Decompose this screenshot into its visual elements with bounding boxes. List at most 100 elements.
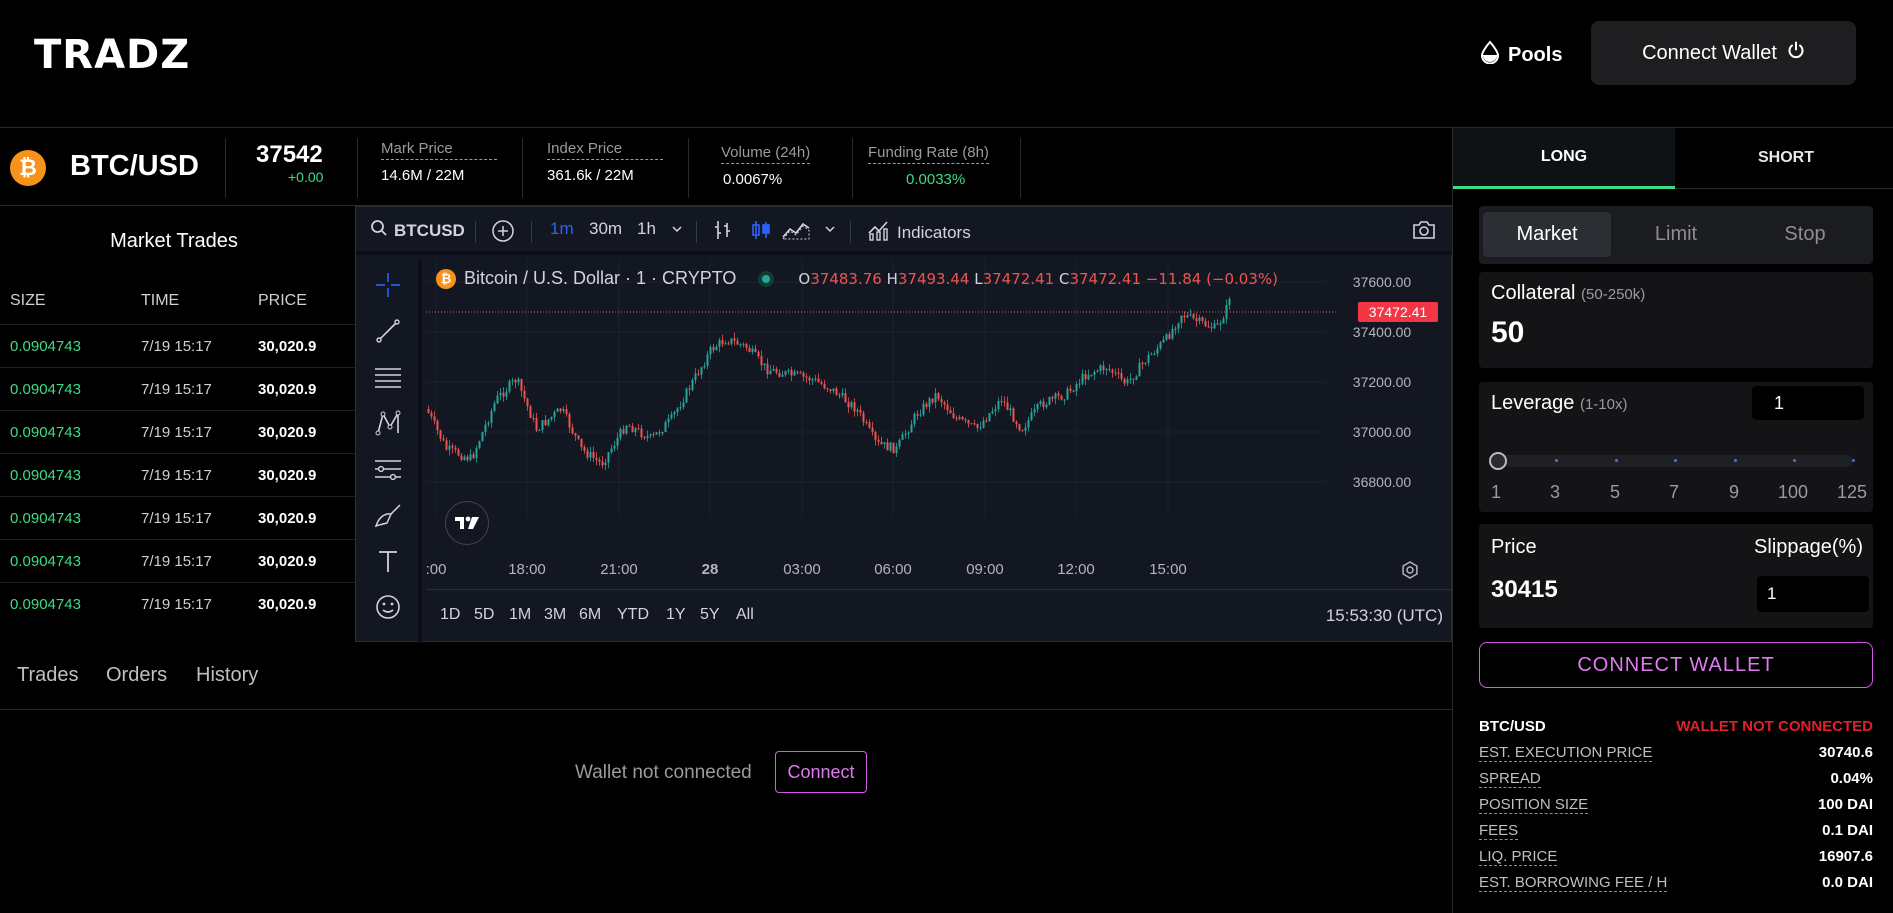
symbol-search[interactable]: BTCUSD xyxy=(370,219,465,242)
order-type-market[interactable]: Market xyxy=(1483,212,1611,257)
candle-body xyxy=(913,413,916,425)
range-5y[interactable]: 5Y xyxy=(700,606,720,623)
candle-body xyxy=(544,420,547,426)
order-type-stop[interactable]: Stop xyxy=(1784,223,1826,245)
tab-short[interactable]: SHORT xyxy=(1675,128,1893,189)
range-3m[interactable]: 3M xyxy=(544,606,567,623)
brand-logo[interactable]: TRADZ xyxy=(34,32,191,78)
info-value: 0.04% xyxy=(1830,770,1873,787)
leverage-slider-track[interactable] xyxy=(1489,455,1853,467)
tab-orders[interactable]: Orders xyxy=(106,664,168,686)
candle-body xyxy=(436,420,439,431)
trade-time: 7/19 15:17 xyxy=(141,467,212,484)
pools-link[interactable]: Pools xyxy=(1480,40,1562,70)
order-type-selector: Market Limit Stop xyxy=(1479,206,1873,264)
candle-body xyxy=(628,425,631,427)
tab-trades[interactable]: Trades xyxy=(17,664,79,686)
chart-clock[interactable]: 15:53:30 (UTC) xyxy=(1325,606,1443,625)
trade-row: 0.0904743 7/19 15:17 30,020.9 xyxy=(0,324,355,367)
candles-chart-type-icon[interactable] xyxy=(750,219,772,241)
price-label: Price xyxy=(1491,536,1537,558)
candle-body xyxy=(1225,305,1228,319)
range-6m[interactable]: 6M xyxy=(579,606,602,623)
leverage-tick xyxy=(1674,459,1677,462)
info-key: EST. EXECUTION PRICE xyxy=(1479,744,1653,762)
range-1d[interactable]: 1D xyxy=(440,606,461,623)
candle-body xyxy=(1033,409,1036,413)
candle-body xyxy=(619,429,622,438)
candle-body xyxy=(976,423,979,428)
interval-1h[interactable]: 1h xyxy=(637,219,656,238)
connect-wallet-submit-button[interactable]: CONNECT WALLET xyxy=(1479,642,1873,688)
trend-line-icon[interactable] xyxy=(372,315,404,347)
power-icon xyxy=(1787,41,1805,65)
trade-size: 0.0904743 xyxy=(10,467,81,484)
candle-body xyxy=(550,416,553,420)
compare-button[interactable] xyxy=(491,219,515,248)
candle-body xyxy=(817,378,820,383)
leverage-mark: 9 xyxy=(1729,482,1740,502)
range-ytd[interactable]: YTD xyxy=(617,606,649,623)
order-type-limit[interactable]: Limit xyxy=(1654,223,1698,245)
interval-30m[interactable]: 30m xyxy=(589,219,623,238)
candle-body xyxy=(847,402,850,408)
candle-body xyxy=(1030,412,1033,420)
range-1m[interactable]: 1M xyxy=(509,606,532,623)
slippage-label: Slippage(%) xyxy=(1754,536,1863,558)
connect-wallet-button[interactable]: Connect Wallet xyxy=(1591,21,1856,85)
candle-body xyxy=(1186,315,1189,318)
range-all[interactable]: All xyxy=(736,606,754,623)
brush-icon[interactable] xyxy=(372,499,404,531)
crosshair-icon[interactable] xyxy=(372,269,404,301)
connect-button[interactable]: Connect xyxy=(775,751,867,793)
candle-body xyxy=(553,411,556,417)
candle-body xyxy=(1129,378,1132,380)
collateral-input[interactable]: 50 xyxy=(1491,316,1525,349)
candle-body xyxy=(874,432,877,440)
text-tool-icon[interactable] xyxy=(372,545,404,577)
candle-body xyxy=(1135,376,1138,380)
candle-body xyxy=(1090,374,1093,376)
settings-gear-icon[interactable] xyxy=(1400,560,1420,585)
camera-icon[interactable] xyxy=(1411,219,1437,241)
candle-body xyxy=(928,398,931,407)
candle-body xyxy=(1063,399,1066,401)
forecast-tool-icon[interactable] xyxy=(372,453,404,485)
tab-history[interactable]: History xyxy=(196,664,259,686)
candle-body xyxy=(970,423,973,425)
pools-label: Pools xyxy=(1508,43,1563,66)
price-chart[interactable]: BTCUSD 1m 30m 1h xyxy=(355,206,1453,643)
emoji-icon[interactable] xyxy=(372,591,404,623)
collateral-range: (50-250k) xyxy=(1581,286,1646,303)
tradingview-logo-icon[interactable] xyxy=(445,501,489,545)
tab-long[interactable]: LONG xyxy=(1453,128,1675,189)
candle-body xyxy=(577,435,580,439)
candle-body xyxy=(493,403,496,411)
candle-body xyxy=(1117,372,1120,374)
horizontal-lines-icon[interactable] xyxy=(372,361,404,393)
candle-body xyxy=(715,346,718,351)
interval-1m[interactable]: 1m xyxy=(550,219,574,238)
slippage-input[interactable] xyxy=(1757,576,1869,612)
leverage-input[interactable] xyxy=(1752,386,1864,420)
range-1y[interactable]: 1Y xyxy=(666,606,686,623)
candle-body xyxy=(559,408,562,412)
bar-chart-type-icon[interactable] xyxy=(712,219,734,241)
ohlc-h-label: H xyxy=(886,269,898,288)
candle-body xyxy=(661,432,664,434)
chart-plot-area[interactable]: 37600.00 37400.00 37200.00 37000.00 36800.00… xyxy=(426,259,1451,585)
chevron-down-icon[interactable] xyxy=(824,223,836,235)
bitcoin-icon: ₿ xyxy=(436,268,456,289)
indicators-button[interactable]: Indicators xyxy=(867,219,971,246)
candle-body xyxy=(808,377,811,381)
leverage-slider-handle[interactable] xyxy=(1489,452,1507,470)
candle-body xyxy=(1039,401,1042,405)
range-5d[interactable]: 5D xyxy=(474,606,495,623)
area-chart-type-icon[interactable] xyxy=(781,219,811,241)
candle-body xyxy=(1051,397,1054,399)
candle-body xyxy=(562,409,565,412)
pattern-tool-icon[interactable] xyxy=(372,407,404,439)
pair-name[interactable]: BTC/USD xyxy=(70,150,199,182)
chevron-down-icon[interactable] xyxy=(671,223,683,235)
last-price: 37542 xyxy=(256,141,323,168)
